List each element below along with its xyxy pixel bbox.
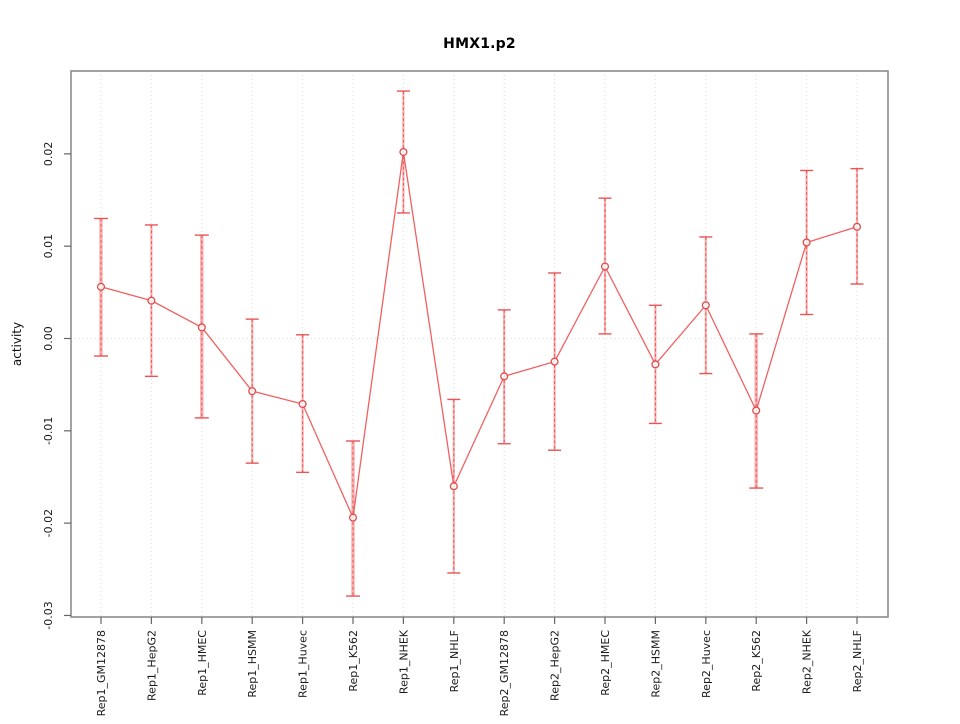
data-point-marker xyxy=(197,323,206,332)
x-tick-label: Rep1_HMEC xyxy=(196,630,209,696)
series-line xyxy=(100,151,858,520)
x-tick-label: Rep1_HSMM xyxy=(246,630,259,698)
data-point-marker xyxy=(651,360,660,369)
data-point-marker xyxy=(701,301,710,310)
y-tick-label: -0.02 xyxy=(42,509,55,537)
y-axis-title-text: activity xyxy=(10,321,25,367)
y-tick-label: 0.02 xyxy=(42,142,55,167)
data-point-marker xyxy=(752,406,761,415)
x-tick-label: Rep1_HepG2 xyxy=(145,630,158,701)
x-tick-label: Rep1_GM12878 xyxy=(95,630,108,716)
data-point-marker xyxy=(248,387,257,396)
chart-title: HMX1.p2 xyxy=(443,36,516,52)
data-point-marker xyxy=(500,372,509,381)
y-tick-label: -0.03 xyxy=(42,601,55,629)
data-point-marker xyxy=(600,262,610,271)
x-tick-label: Rep2_HepG2 xyxy=(549,630,562,701)
data-point-marker xyxy=(348,513,358,522)
x-tick-label: Rep1_NHEK xyxy=(397,629,410,694)
y-tick-label: 0.00 xyxy=(42,326,55,351)
x-tick-label: Rep1_NHLF xyxy=(448,630,461,692)
x-tick-label: Rep1_Huvec xyxy=(297,630,310,698)
x-tick-label: Rep2_NHEK xyxy=(801,629,814,694)
x-tick-label: Rep1_K562 xyxy=(347,630,360,692)
y-axis-title: activity xyxy=(6,71,28,617)
x-tick-label: Rep2_K562 xyxy=(750,630,763,692)
data-point-marker xyxy=(147,296,156,305)
plot-frame xyxy=(70,70,889,618)
y-tick-label: 0.01 xyxy=(42,234,55,259)
data-point-marker xyxy=(550,357,559,366)
y-tick-label: -0.01 xyxy=(42,417,55,445)
data-point-marker xyxy=(852,222,862,231)
x-tick-label: Rep2_GM12878 xyxy=(498,630,511,716)
x-tick-label: Rep2_NHLF xyxy=(851,630,864,692)
data-point-marker xyxy=(399,147,408,157)
data-point-marker xyxy=(449,482,458,491)
data-point-marker xyxy=(802,238,811,247)
data-point-marker xyxy=(298,399,307,409)
x-tick-label: Rep2_HSMM xyxy=(649,630,662,698)
data-point-marker xyxy=(96,282,106,291)
x-tick-label: Rep2_Huvec xyxy=(700,630,713,698)
x-tick-label: Rep2_HMEC xyxy=(599,630,612,696)
